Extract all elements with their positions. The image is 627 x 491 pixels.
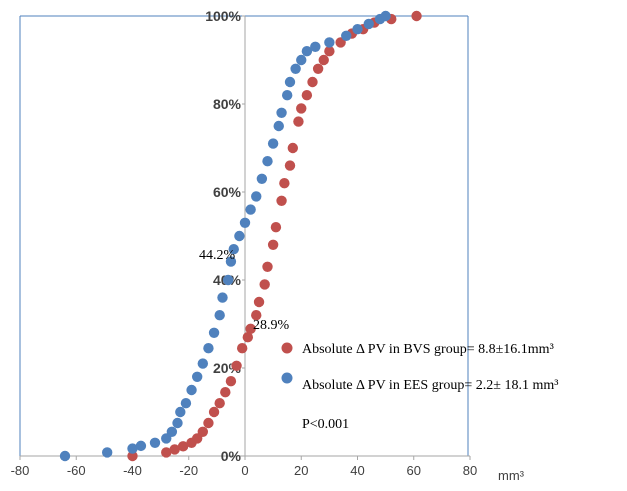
data-point xyxy=(276,107,287,119)
data-point xyxy=(279,178,290,189)
data-point xyxy=(273,120,284,132)
data-point xyxy=(180,398,192,409)
data-point xyxy=(380,10,391,22)
data-point xyxy=(290,63,301,74)
data-point xyxy=(256,173,268,184)
data-point xyxy=(186,384,197,396)
data-point xyxy=(324,37,335,48)
data-point xyxy=(251,310,262,321)
data-point xyxy=(324,46,335,57)
legend-label: Absolute Δ PV in EES group= 2.2± 18.1 mm… xyxy=(302,378,558,393)
p-value-label: P<0.001 xyxy=(302,417,349,432)
legend-marker xyxy=(281,342,293,354)
data-point xyxy=(262,261,273,272)
data-point xyxy=(191,371,203,382)
data-point xyxy=(214,398,225,409)
data-point xyxy=(197,426,209,437)
x-tick-label: 80 xyxy=(463,463,477,478)
x-tick-label: 40 xyxy=(350,463,364,478)
data-point xyxy=(296,103,307,114)
data-point xyxy=(169,444,180,455)
data-point xyxy=(301,90,313,101)
data-point xyxy=(149,437,161,448)
x-axis-unit-label: mm³ xyxy=(498,468,525,483)
y-tick-label: 60% xyxy=(213,184,242,200)
data-point xyxy=(101,447,113,458)
data-point xyxy=(363,18,374,30)
y-tick-label: 80% xyxy=(213,96,242,112)
data-point xyxy=(208,406,220,418)
data-point xyxy=(251,191,262,202)
data-point xyxy=(225,376,237,387)
data-point xyxy=(262,156,273,167)
data-point xyxy=(234,230,245,242)
data-point xyxy=(284,76,296,88)
data-point xyxy=(245,323,256,335)
data-point xyxy=(301,46,313,57)
data-point xyxy=(259,279,270,290)
series-layer xyxy=(59,10,422,462)
data-point xyxy=(208,327,220,338)
data-point xyxy=(239,217,251,228)
data-point xyxy=(341,30,352,41)
data-point xyxy=(203,343,214,354)
x-tick-label: 60 xyxy=(407,463,421,478)
series-ees xyxy=(59,10,391,462)
data-point xyxy=(217,292,228,303)
data-point xyxy=(287,142,299,154)
x-tick-label: -20 xyxy=(179,463,198,478)
data-point xyxy=(281,90,293,101)
data-point xyxy=(310,41,321,52)
data-point xyxy=(245,204,256,215)
annotation-label: 28.9% xyxy=(253,318,290,333)
legend-marker xyxy=(281,372,293,384)
data-point xyxy=(296,54,307,66)
series-bvs xyxy=(127,10,422,462)
x-tick-label: 20 xyxy=(294,463,308,478)
data-point xyxy=(318,54,329,66)
data-point xyxy=(284,160,296,171)
data-point xyxy=(166,426,178,437)
data-point xyxy=(242,332,254,343)
data-point xyxy=(253,296,265,308)
data-point xyxy=(225,256,237,267)
data-point xyxy=(135,440,147,452)
data-point xyxy=(177,441,189,452)
annotation-label: 44.2% xyxy=(199,248,236,263)
data-point xyxy=(228,244,239,255)
y-tick-label: 0% xyxy=(221,448,242,464)
x-tick-label: -80 xyxy=(11,463,30,478)
x-tick-label: -40 xyxy=(123,463,142,478)
annotations: 44.2% 28.9% xyxy=(199,248,290,333)
data-point xyxy=(267,138,279,149)
data-point xyxy=(352,24,363,35)
data-point xyxy=(312,63,324,74)
data-point xyxy=(172,417,183,429)
data-point xyxy=(161,447,172,458)
x-tick-label: 0 xyxy=(241,463,248,478)
legend-label: Absolute Δ PV in BVS group= 8.8±16.1mm³ xyxy=(302,342,554,357)
y-tick-label: 100% xyxy=(205,8,241,24)
data-point xyxy=(411,10,422,22)
data-point xyxy=(127,443,138,454)
data-point xyxy=(270,222,282,233)
data-point xyxy=(276,195,287,206)
data-point xyxy=(267,239,279,250)
data-point xyxy=(222,274,234,286)
data-point xyxy=(203,417,214,429)
x-tick-label: -60 xyxy=(67,463,86,478)
data-point xyxy=(236,343,248,354)
data-point xyxy=(59,450,71,462)
data-point xyxy=(175,406,186,418)
data-point xyxy=(231,360,242,371)
data-point xyxy=(220,387,231,398)
data-point xyxy=(307,76,318,88)
data-point xyxy=(214,310,225,321)
legend: Absolute Δ PV in BVS group= 8.8±16.1mm³ A… xyxy=(281,342,558,432)
data-point xyxy=(293,116,304,127)
axes: 0%20%40%60%80%100%-80-60-40-20020406080m… xyxy=(11,8,525,483)
data-point xyxy=(197,358,209,369)
data-point xyxy=(127,450,138,462)
